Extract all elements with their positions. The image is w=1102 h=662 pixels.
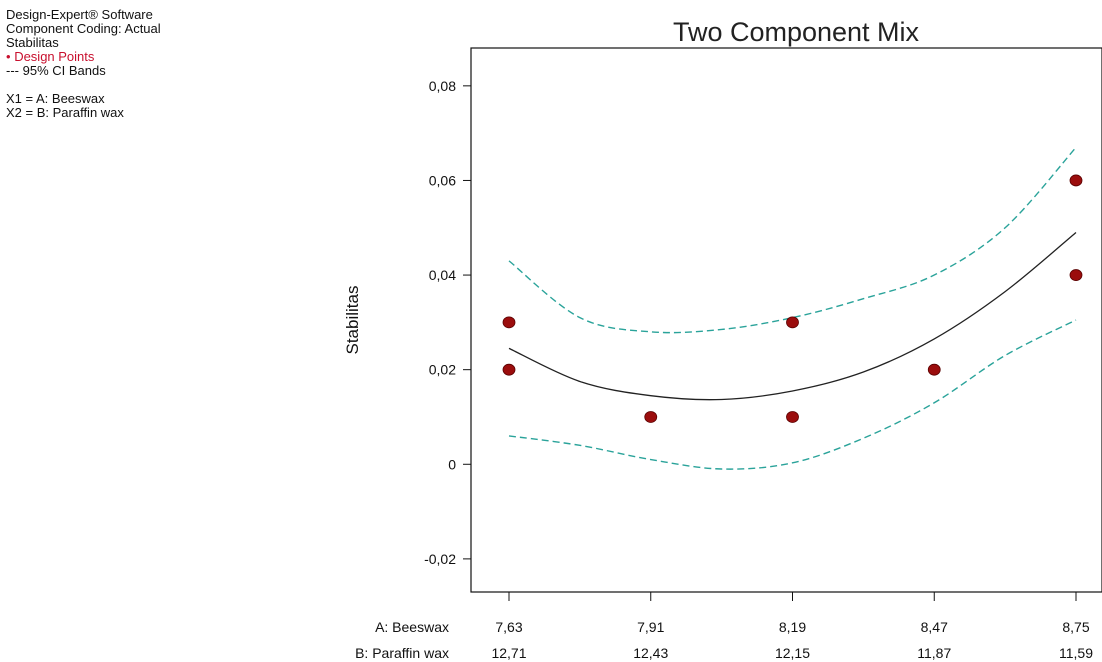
design-point [502,363,516,376]
design-point-icon: • [6,49,11,64]
x-tick-label: 12,15 [775,645,810,661]
dashed-line-icon: --- [6,63,19,78]
design-point [502,316,516,329]
x-tick-label: 8,19 [779,619,806,635]
x-tick-label: 7,91 [637,619,664,635]
y-tick-label: 0,04 [429,267,456,283]
x-tick-label: 11,87 [917,645,951,661]
x1-definition: X1 = A: Beeswax [6,91,105,106]
y-tick-label: 0,08 [429,78,456,94]
x-tick-label: 12,43 [633,645,668,661]
y-tick-label: -0,02 [424,551,456,567]
x-tick-label: 12,71 [491,645,526,661]
x-axis-label-beeswax: A: Beeswax [375,619,449,635]
ci-band-upper [508,146,1077,334]
software-name: Design-Expert® Software [6,7,153,22]
design-point [786,316,799,329]
plot-frame [470,47,1102,593]
x-tick-label: 8,75 [1062,619,1089,635]
design-point [644,411,658,423]
design-point [786,411,799,423]
design-point [927,363,941,376]
design-point [1069,174,1083,187]
y-axis-label: Stabilitas [343,286,362,355]
legend-ci-bands-label: 95% CI Bands [22,63,106,78]
chart-title: Two Component Mix [673,17,920,47]
x-tick-label: 8,47 [921,619,948,635]
y-tick-label: 0,02 [429,362,456,378]
design-point [1069,269,1083,281]
ci-band-lower [508,319,1077,470]
response-name: Stabilitas [6,35,59,50]
y-tick-label: 0 [448,456,456,472]
fit-line [508,231,1077,401]
x-tick-label: 11,59 [1059,645,1093,661]
x2-definition: X2 = B: Paraffin wax [6,105,124,120]
x-axis-label-paraffin: B: Paraffin wax [355,645,449,661]
x-tick-label: 7,63 [495,619,522,635]
y-tick-label: 0,06 [429,172,456,188]
legend-design-points: • Design Points [6,50,161,64]
legend-design-points-label: Design Points [14,49,95,64]
info-panel: Design-Expert® Software Component Coding… [6,8,161,120]
component-coding: Component Coding: Actual [6,21,161,36]
legend-ci-bands: --- 95% CI Bands [6,64,161,78]
